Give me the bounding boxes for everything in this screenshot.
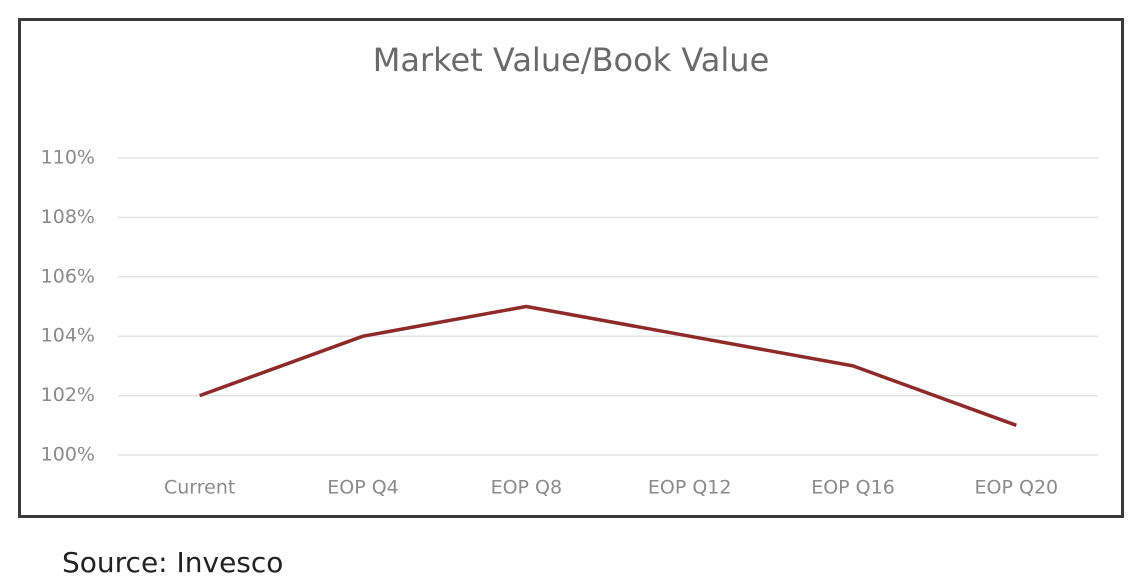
x-tick-label: EOP Q20 (975, 477, 1059, 499)
x-tick-label: EOP Q12 (648, 477, 732, 499)
x-tick-label: Current (164, 477, 235, 499)
x-tick-label: EOP Q8 (491, 477, 563, 499)
chart-frame (18, 18, 1124, 518)
y-tick-label: 106% (41, 265, 95, 287)
y-tick-label: 100% (41, 444, 95, 466)
y-tick-label: 110% (41, 147, 95, 169)
x-tick-label: EOP Q4 (327, 477, 399, 499)
data-line (199, 304, 1017, 427)
x-tick-label: EOP Q16 (811, 477, 895, 499)
y-tick-label: 104% (41, 325, 95, 347)
source-note: Source: Invesco (62, 546, 283, 579)
chart-title: Market Value/Book Value (373, 41, 770, 79)
y-tick-label: 108% (41, 206, 95, 228)
y-tick-label: 102% (41, 384, 95, 406)
